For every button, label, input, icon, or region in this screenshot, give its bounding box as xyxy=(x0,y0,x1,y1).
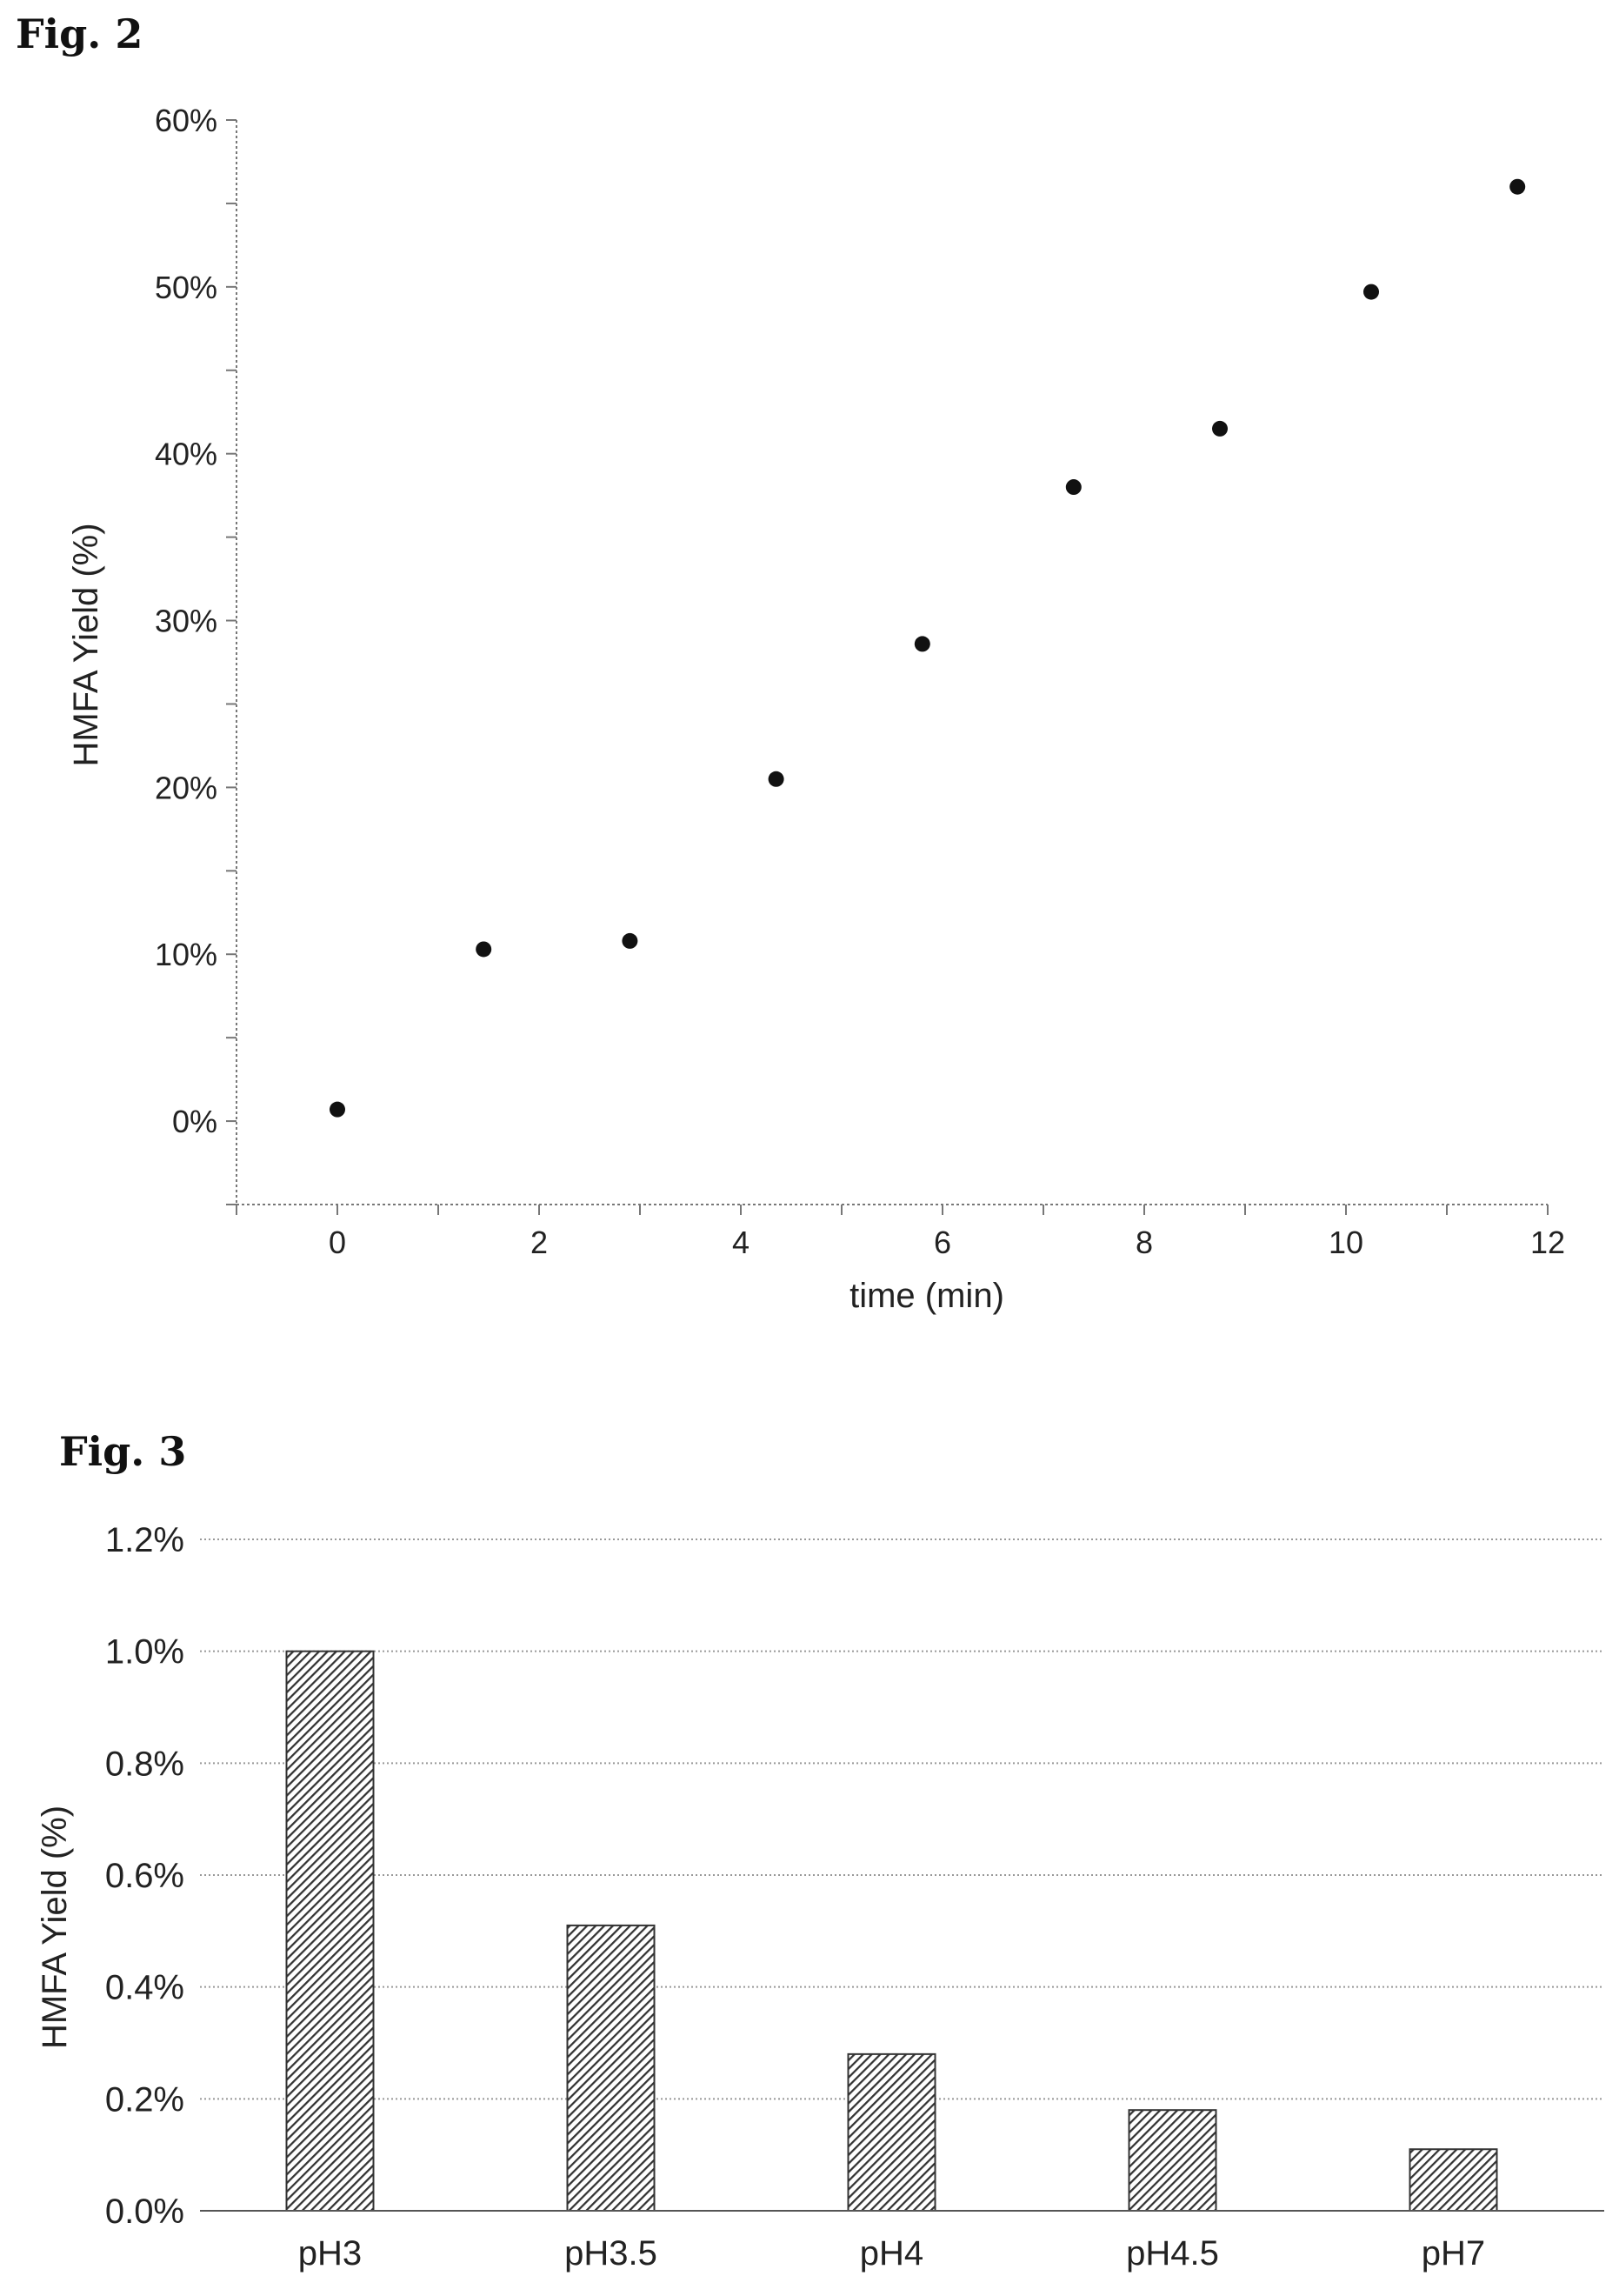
fig3-bar xyxy=(847,2052,936,2212)
fig2-data-point xyxy=(914,636,930,652)
fig2-data-point xyxy=(768,771,784,787)
fig3-y-tick-label: 0.4% xyxy=(105,1969,184,2007)
fig2-y-axis-label: HMFA Yield (%) xyxy=(67,523,105,766)
fig3-title-text: Fig. 3 xyxy=(59,1428,187,1475)
fig3-x-tick-label: pH3 xyxy=(298,2234,362,2273)
fig3-y-tick-label: 1.0% xyxy=(105,1633,184,1672)
fig2-x-tick-label: 8 xyxy=(1136,1225,1153,1260)
fig3-x-tick-label: pH4 xyxy=(860,2234,923,2273)
fig3-x-tick-label: pH7 xyxy=(1422,2234,1485,2273)
fig3-x-tick-label: pH4.5 xyxy=(1126,2234,1219,2273)
fig2-points xyxy=(330,178,1526,1118)
fig3-y-tick-label: 0.0% xyxy=(105,2193,184,2231)
fig2-y-tick-label: 50% xyxy=(155,270,217,305)
fig3-y-tick-label: 0.6% xyxy=(105,1857,184,1895)
fig2-x-tick-label: 4 xyxy=(732,1225,750,1260)
fig2-x-tick-label: 10 xyxy=(1329,1225,1363,1260)
fig3-bar-chart: 0.0% 0.2% 0.4% 0.6% 0.8% 1.0% 1.2% pH3 pH3.5 pH4 p… xyxy=(36,1521,1604,2273)
fig3-y-tick-label: 0.8% xyxy=(105,1745,184,1783)
fig2-data-point xyxy=(330,1101,345,1118)
fig3-bars xyxy=(285,1650,1498,2213)
fig3-bar xyxy=(566,1924,656,2213)
fig2-axes: 0% 10% 20% 30% 40% 50% 60% 0 2 4 6 8 10 12 xyxy=(155,103,1565,1260)
fig3-bar xyxy=(1409,2148,1498,2213)
fig2-y-tick-label: 30% xyxy=(155,604,217,639)
fig2-y-tick-label: 60% xyxy=(155,103,217,138)
fig2-y-tick-label: 40% xyxy=(155,437,217,472)
fig2-x-tick-label: 0 xyxy=(329,1225,346,1260)
fig3-y-tick-label: 0.2% xyxy=(105,2080,184,2119)
fig2-title-text: Fig. 2 xyxy=(16,10,143,57)
fig2-x-tick-label: 12 xyxy=(1530,1225,1565,1260)
fig2-data-point xyxy=(1212,420,1228,437)
fig2-scatter-chart: 0% 10% 20% 30% 40% 50% 60% 0 2 4 6 8 10 12 time (min)… xyxy=(67,103,1565,1315)
fig2-data-point xyxy=(476,941,492,958)
fig2-data-point xyxy=(622,932,638,949)
fig3-x-tick-label: pH3.5 xyxy=(564,2234,657,2273)
fig2-y-tick-label: 20% xyxy=(155,770,217,805)
fig3-axes: 0.0% 0.2% 0.4% 0.6% 0.8% 1.0% 1.2% pH3 pH3.5 pH4 p… xyxy=(105,1521,1604,2273)
fig3-bar xyxy=(1128,2109,1217,2213)
fig2-x-tick-label: 2 xyxy=(530,1225,548,1260)
fig2-x-axis-label: time (min) xyxy=(849,1277,1004,1315)
fig2-data-point xyxy=(1363,284,1379,300)
fig2-y-tick-label: 10% xyxy=(155,937,217,972)
fig3-bar xyxy=(285,1650,375,2212)
fig3-gridlines xyxy=(200,1538,1604,2100)
fig2-y-tick-label: 0% xyxy=(172,1104,217,1139)
fig2-data-point xyxy=(1065,479,1082,496)
fig3-y-axis-label: HMFA Yield (%) xyxy=(36,1805,74,2049)
fig2-x-tick-label: 6 xyxy=(934,1225,951,1260)
fig2-data-point xyxy=(1509,178,1526,195)
fig3-y-tick-label: 1.2% xyxy=(105,1521,184,1559)
